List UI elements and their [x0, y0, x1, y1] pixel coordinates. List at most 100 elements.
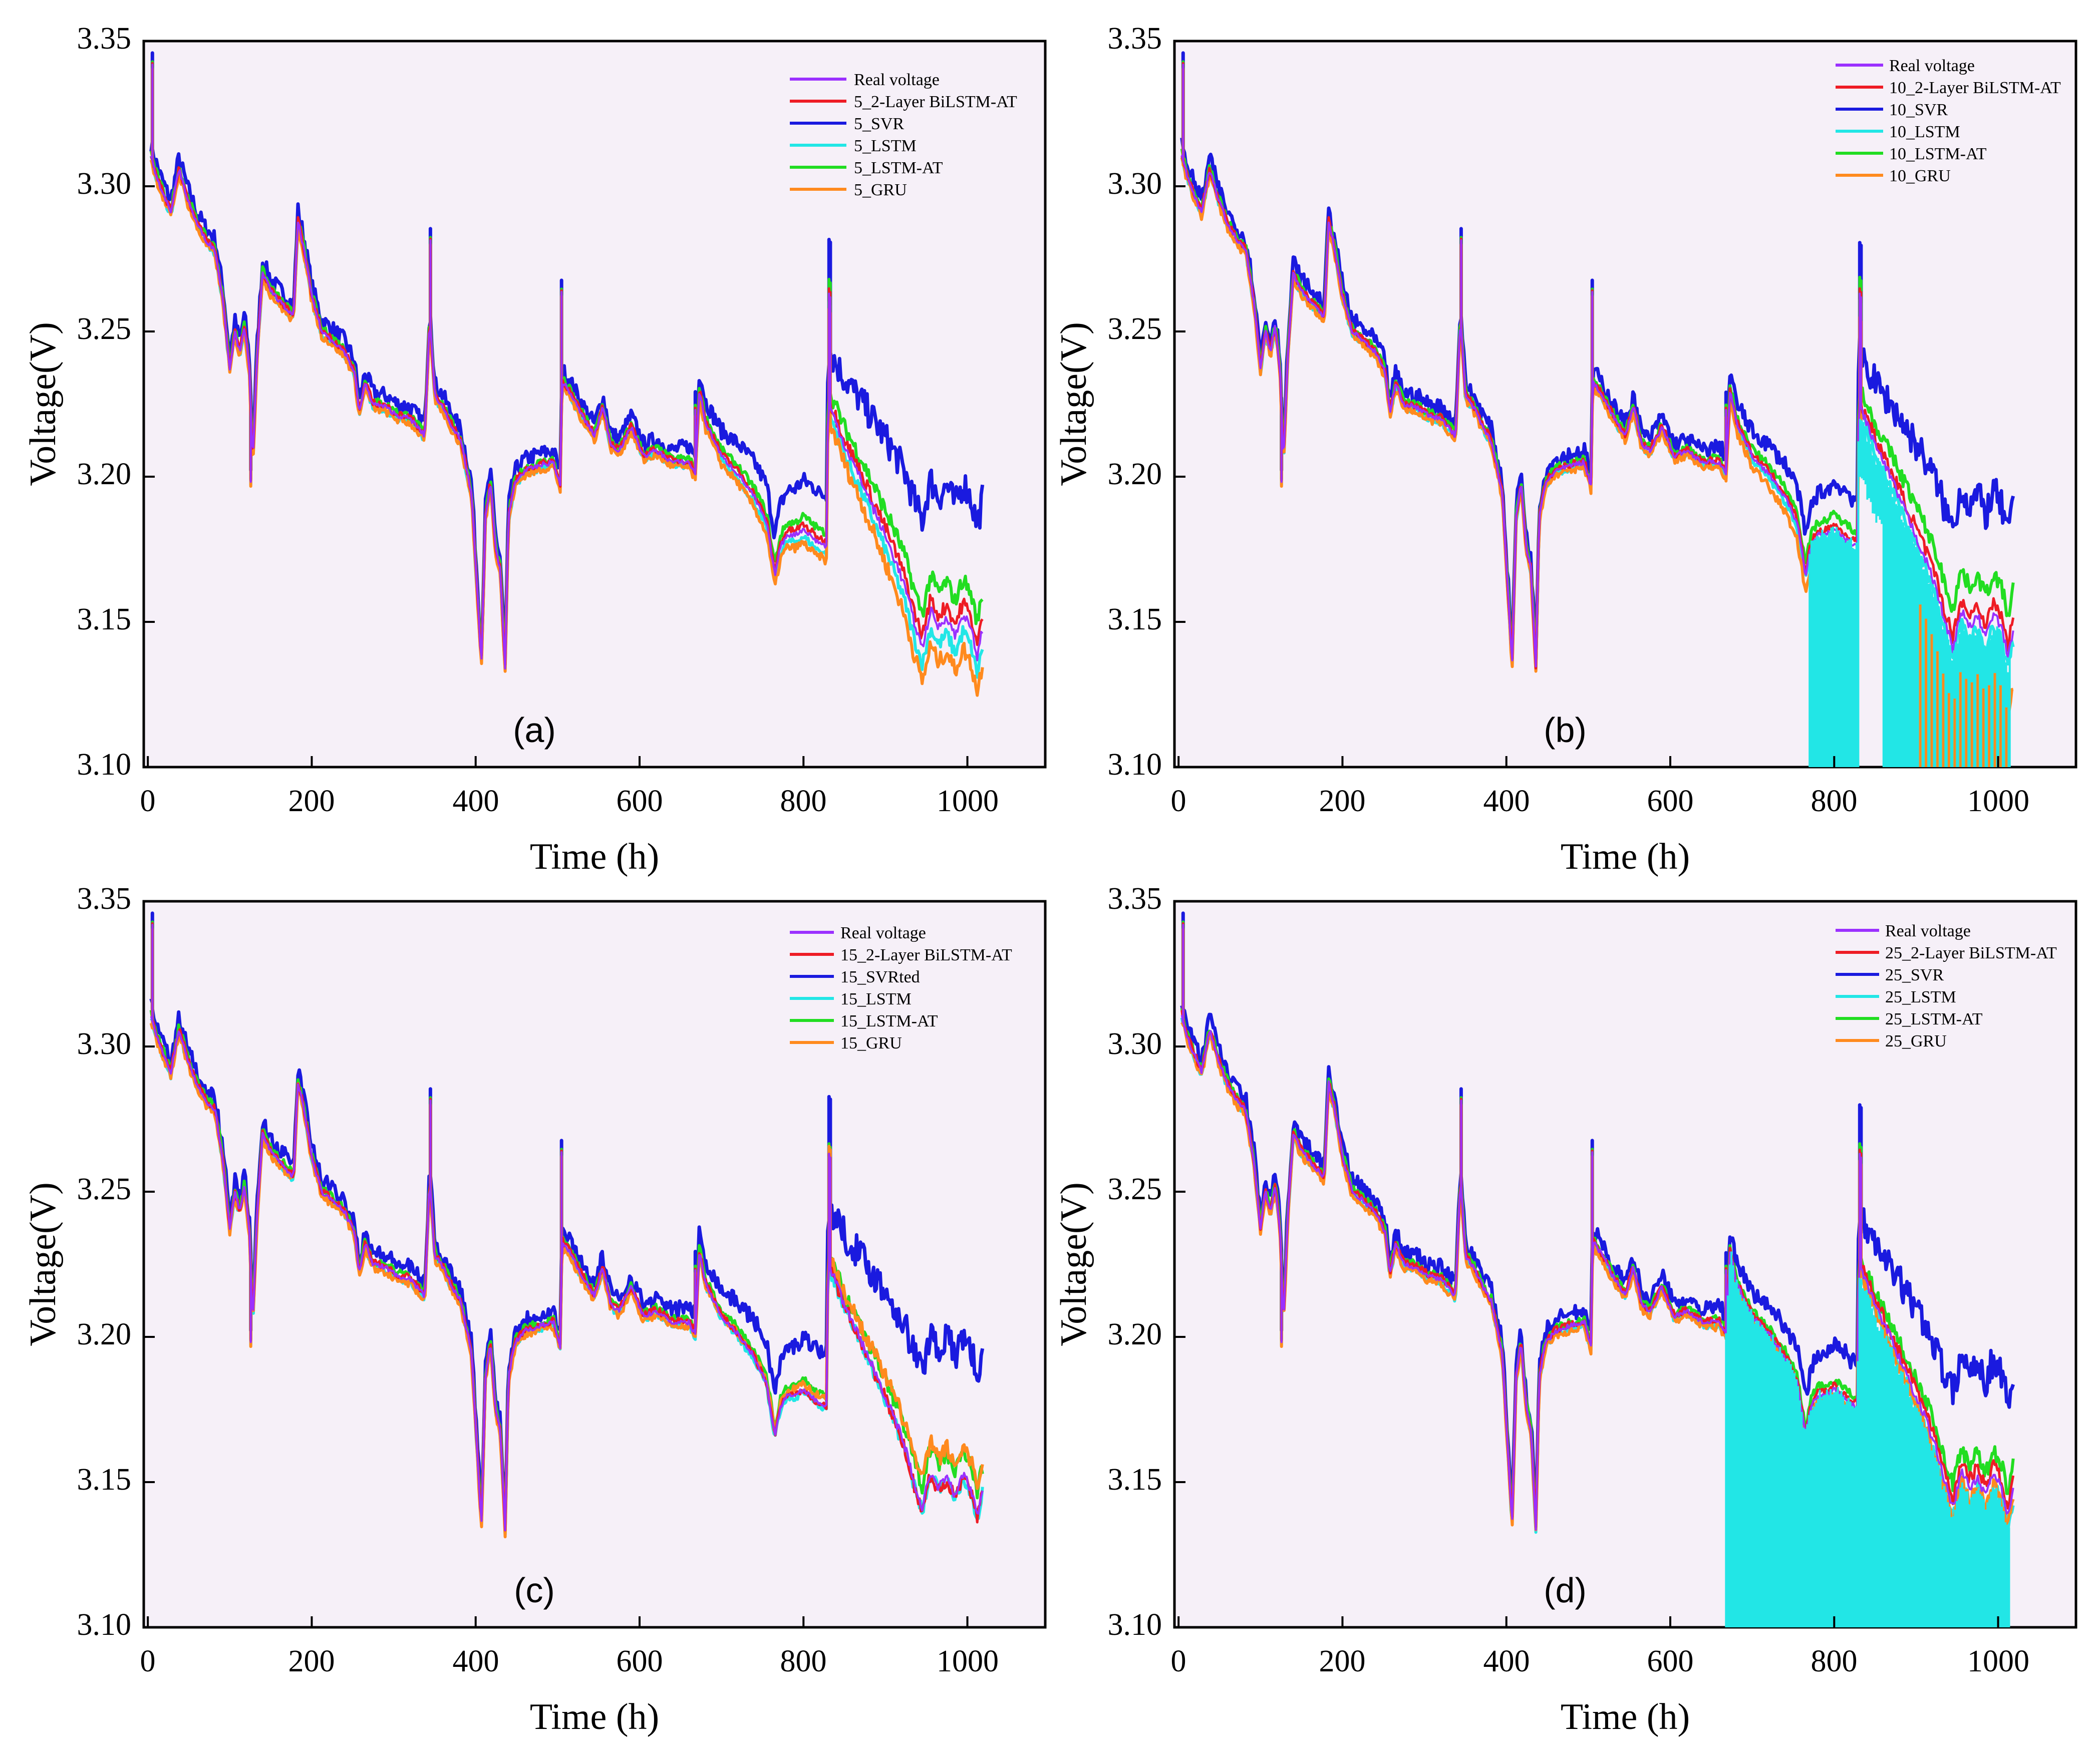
y-tick-label: 3.15	[1108, 1463, 1162, 1497]
lstm-oscillation-band	[1809, 419, 2011, 767]
lstm-oscillation-band	[1725, 1251, 2010, 1627]
x-tick-label: 800	[1811, 784, 1858, 818]
series-line-real	[150, 924, 984, 1532]
series-line-real	[1180, 64, 2014, 667]
x-axis-label: Time (h)	[1561, 836, 1690, 877]
y-tick-label: 3.25	[77, 312, 132, 346]
legend-label-real: Real voltage	[1889, 57, 1975, 75]
x-axis-label: Time (h)	[1561, 1696, 1690, 1737]
x-tick-label: 0	[1171, 1644, 1186, 1678]
y-tick-label: 3.25	[1108, 312, 1162, 346]
tick-marks	[1174, 40, 1999, 768]
series-line-bilstm	[150, 62, 984, 666]
x-tick-labels: 0 200 400 600 800 1000	[140, 784, 999, 818]
y-tick-label: 3.30	[1108, 167, 1162, 201]
y-tick-label: 3.20	[77, 1317, 132, 1351]
legend-label-real: Real voltage	[854, 71, 940, 89]
legend-label-bilstm: 5_2-Layer BiLSTM-AT	[854, 93, 1017, 111]
legend: Real voltage 5_2-Layer BiLSTM-AT 5_SVR 5…	[790, 71, 1017, 199]
panel-a: 3.10 3.15 3.20 3.25 3.30 3.35 0 200 400 …	[23, 22, 1047, 877]
legend: Real voltage 10_2-Layer BiLSTM-AT 10_SVR…	[1836, 57, 2061, 185]
x-tick-label: 0	[1171, 784, 1186, 818]
legend-label-bilstm: 15_2-Layer BiLSTM-AT	[840, 946, 1012, 964]
x-axis-label: Time (h)	[530, 1696, 659, 1737]
series-line-svr	[149, 911, 985, 1521]
x-tick-label: 1000	[1967, 784, 2029, 818]
legend-label-lstm: 25_LSTM	[1885, 988, 1956, 1006]
series-lines	[1180, 51, 2015, 767]
x-axis-label: Time (h)	[530, 836, 659, 877]
y-tick-label: 3.20	[77, 457, 132, 491]
legend-label-lstm: 15_LSTM	[840, 990, 912, 1008]
y-axis-label: Voltage(V)	[1053, 322, 1094, 486]
legend: Real voltage 25_2-Layer BiLSTM-AT 25_SVR…	[1836, 922, 2057, 1050]
legend-label-real: Real voltage	[840, 924, 926, 942]
x-tick-labels: 0 200 400 600 800 1000	[1171, 784, 2030, 818]
tick-marks	[144, 900, 969, 1628]
y-tick-label: 3.15	[77, 1463, 132, 1497]
x-tick-label: 400	[453, 784, 499, 818]
legend-label-svr: 15_SVRted	[840, 968, 920, 986]
panel-label: (d)	[1544, 1571, 1587, 1610]
panel-label: (c)	[514, 1571, 555, 1610]
legend-label-lstmat: 15_LSTM-AT	[840, 1012, 938, 1030]
legend-label-gru: 5_GRU	[854, 181, 907, 199]
x-tick-label: 1000	[937, 784, 999, 818]
y-tick-labels: 3.10 3.15 3.20 3.25 3.30 3.35	[77, 22, 132, 782]
x-tick-label: 800	[780, 1644, 827, 1678]
x-tick-label: 600	[1647, 784, 1694, 818]
series-line-gru	[1180, 927, 2015, 1532]
y-tick-label: 3.25	[77, 1172, 132, 1206]
y-tick-label: 3.20	[1108, 457, 1162, 491]
x-tick-label: 1000	[937, 1644, 999, 1678]
x-tick-label: 0	[140, 784, 156, 818]
tick-marks	[144, 40, 969, 768]
y-tick-label: 3.35	[1108, 22, 1162, 56]
x-tick-label: 800	[780, 784, 827, 818]
legend-label-svr: 10_SVR	[1889, 101, 1948, 119]
x-tick-labels: 0 200 400 600 800 1000	[1171, 1644, 2030, 1678]
y-tick-label: 3.20	[1108, 1317, 1162, 1351]
y-tick-label: 3.30	[77, 167, 132, 201]
legend-label-real: Real voltage	[1885, 922, 1971, 940]
tick-marks	[1174, 900, 1999, 1628]
legend-label-lstmat: 25_LSTM-AT	[1885, 1010, 1983, 1028]
y-tick-label: 3.10	[1108, 748, 1162, 782]
y-tick-label: 3.10	[77, 1608, 132, 1642]
y-tick-label: 3.15	[1108, 602, 1162, 636]
series-line-svr	[1180, 51, 2015, 661]
panel-label: (a)	[513, 711, 556, 750]
series-lines	[1180, 911, 2015, 1627]
y-tick-label: 3.30	[1108, 1027, 1162, 1061]
x-tick-label: 600	[1647, 1644, 1694, 1678]
legend-label-lstm: 5_LSTM	[854, 137, 917, 155]
y-tick-labels: 3.10 3.15 3.20 3.25 3.30 3.35	[77, 882, 132, 1642]
x-tick-label: 200	[1319, 784, 1366, 818]
series-line-svr	[1180, 911, 2015, 1514]
panel-b: 3.10 3.15 3.20 3.25 3.30 3.35 0 200 400 …	[1053, 22, 2077, 877]
y-tick-label: 3.35	[77, 882, 132, 916]
series-line-real	[1180, 924, 2014, 1531]
panel-c: 3.10 3.15 3.20 3.25 3.30 3.35 0 200 400 …	[23, 882, 1047, 1737]
y-tick-label: 3.10	[1108, 1608, 1162, 1642]
series-line-real	[150, 64, 984, 670]
series-lines	[149, 51, 985, 697]
panel-label: (b)	[1544, 711, 1587, 750]
legend-label-lstm: 10_LSTM	[1889, 123, 1960, 141]
x-tick-label: 400	[453, 1644, 499, 1678]
x-tick-label: 200	[288, 1644, 335, 1678]
legend-label-gru: 15_GRU	[840, 1034, 902, 1052]
y-axis-label: Voltage(V)	[23, 1182, 64, 1346]
legend-label-gru: 25_GRU	[1885, 1032, 1947, 1050]
x-tick-label: 600	[617, 784, 663, 818]
x-tick-label: 1000	[1967, 1644, 2029, 1678]
panel-d: 3.10 3.15 3.20 3.25 3.30 3.35 0 200 400 …	[1053, 882, 2077, 1737]
y-tick-label: 3.35	[1108, 882, 1162, 916]
y-tick-label: 3.15	[77, 602, 132, 636]
legend-label-lstmat: 5_LSTM-AT	[854, 159, 943, 177]
legend-label-gru: 10_GRU	[1889, 167, 1951, 185]
legend-label-bilstm: 25_2-Layer BiLSTM-AT	[1885, 944, 2057, 962]
y-tick-label: 3.10	[77, 748, 132, 782]
x-tick-labels: 0 200 400 600 800 1000	[140, 1644, 999, 1678]
